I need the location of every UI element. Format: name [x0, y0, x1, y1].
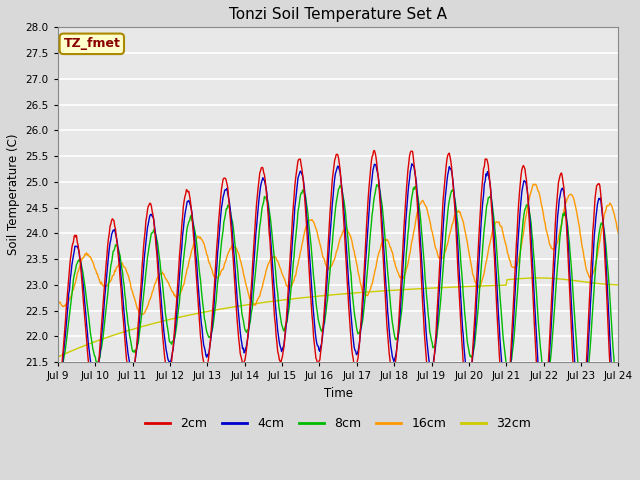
4cm — [179, 232, 186, 238]
Text: TZ_fmet: TZ_fmet — [63, 37, 120, 50]
16cm — [407, 243, 415, 249]
32cm — [406, 287, 414, 292]
8cm — [424, 301, 431, 307]
4cm — [614, 435, 622, 441]
2cm — [614, 448, 622, 454]
2cm — [371, 147, 378, 153]
16cm — [138, 312, 145, 318]
Line: 2cm: 2cm — [58, 150, 618, 455]
8cm — [122, 297, 129, 303]
8cm — [64, 325, 72, 331]
2cm — [122, 347, 129, 352]
8cm — [373, 182, 381, 188]
8cm — [614, 407, 622, 412]
4cm — [406, 168, 414, 174]
16cm — [614, 231, 622, 237]
Line: 16cm: 16cm — [58, 184, 618, 315]
32cm — [54, 354, 61, 360]
16cm — [530, 181, 538, 187]
4cm — [54, 385, 61, 391]
32cm — [179, 313, 186, 319]
2cm — [613, 452, 621, 457]
2cm — [54, 391, 61, 397]
Y-axis label: Soil Temperature (C): Soil Temperature (C) — [7, 134, 20, 255]
4cm — [64, 303, 72, 309]
2cm — [179, 214, 186, 220]
Legend: 2cm, 4cm, 8cm, 16cm, 32cm: 2cm, 4cm, 8cm, 16cm, 32cm — [140, 412, 536, 435]
Line: 8cm: 8cm — [58, 185, 618, 409]
2cm — [64, 285, 72, 291]
32cm — [209, 308, 216, 313]
32cm — [122, 328, 129, 334]
16cm — [179, 282, 187, 288]
Title: Tonzi Soil Temperature Set A: Tonzi Soil Temperature Set A — [229, 7, 447, 22]
Line: 32cm: 32cm — [58, 278, 618, 357]
16cm — [122, 265, 129, 271]
32cm — [535, 275, 543, 281]
16cm — [64, 301, 72, 307]
32cm — [614, 282, 622, 288]
32cm — [64, 349, 72, 355]
16cm — [209, 271, 217, 276]
16cm — [54, 298, 61, 303]
Line: 4cm: 4cm — [58, 164, 618, 438]
2cm — [407, 148, 415, 154]
4cm — [424, 343, 431, 348]
4cm — [408, 161, 415, 167]
4cm — [614, 435, 621, 441]
8cm — [407, 200, 415, 205]
4cm — [122, 327, 129, 333]
2cm — [209, 313, 216, 319]
8cm — [209, 327, 216, 333]
4cm — [209, 323, 216, 329]
8cm — [54, 366, 61, 372]
8cm — [179, 265, 186, 271]
2cm — [424, 365, 431, 371]
32cm — [423, 286, 431, 291]
16cm — [424, 208, 431, 214]
X-axis label: Time: Time — [324, 387, 353, 400]
